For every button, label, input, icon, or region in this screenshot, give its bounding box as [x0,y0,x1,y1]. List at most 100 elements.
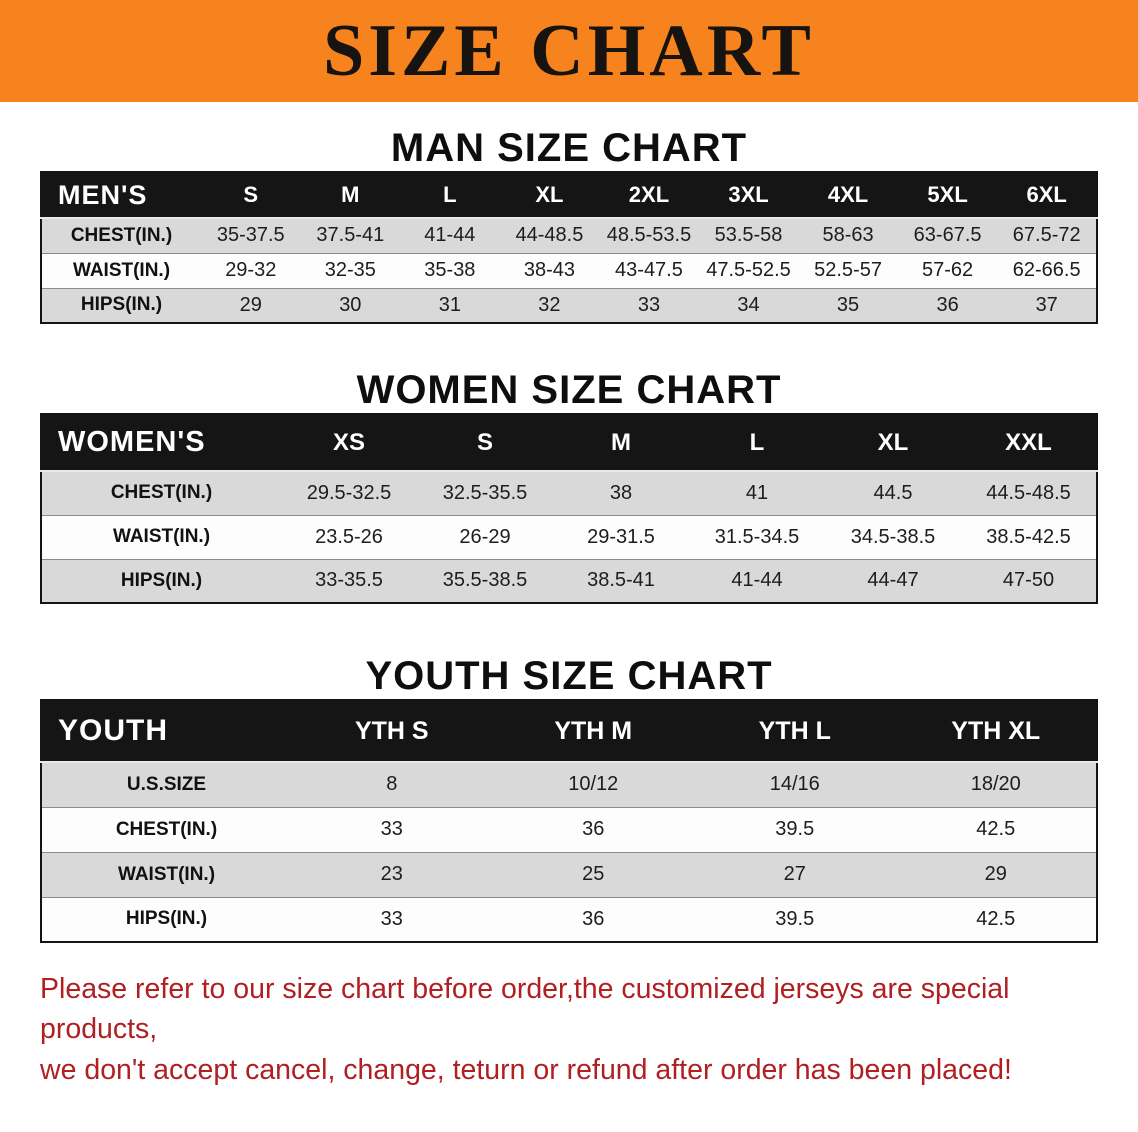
table-cell: 37 [997,287,1097,323]
table-row: CHEST(IN.) 33 36 39.5 42.5 [41,806,1097,852]
table-cell: 31.5-34.5 [689,514,825,559]
row-label: HIPS(IN.) [41,287,201,323]
table-cell: 43-47.5 [599,252,699,288]
table-cell: 33 [291,806,493,852]
table-cell: 18/20 [895,761,1097,807]
women-header-row: WOMEN'S XS S M L XL XXL [41,414,1097,472]
size-column-header: 2XL [599,172,699,219]
row-label: WAIST(IN.) [41,252,201,288]
table-cell: 47.5-52.5 [698,252,799,288]
table-cell: 39.5 [694,806,896,852]
table-cell: 30 [300,287,401,323]
table-cell: 39.5 [694,896,896,942]
table-cell: 23.5-26 [281,514,417,559]
table-cell: 32.5-35.5 [417,470,553,515]
table-cell: 47-50 [961,558,1097,603]
table-cell: 29 [201,287,301,323]
table-cell: 33-35.5 [281,558,417,603]
banner: SIZE CHART [0,0,1138,102]
table-cell: 35-38 [400,252,500,288]
table-cell: 31 [400,287,500,323]
table-cell: 38.5-41 [553,558,689,603]
table-row: HIPS(IN.) 29 30 31 32 33 34 35 36 37 [41,287,1097,323]
men-size-table: MEN'S S M L XL 2XL 3XL 4XL 5XL 6XL CHEST… [40,171,1098,324]
table-cell: 29-32 [201,252,301,288]
table-cell: 42.5 [895,806,1097,852]
table-cell: 41-44 [400,217,500,253]
women-table-title: WOMEN'S [41,414,281,472]
table-cell: 44.5 [825,470,961,515]
men-section-heading: MAN SIZE CHART [390,126,748,170]
table-cell: 36 [492,806,694,852]
size-column-header: L [689,414,825,472]
table-row: U.S.SIZE 8 10/12 14/16 18/20 [41,761,1097,807]
row-label: U.S.SIZE [41,761,291,807]
table-cell: 32-35 [300,252,401,288]
table-cell: 58-63 [798,217,898,253]
size-column-header: XS [281,414,417,472]
men-table-title: MEN'S [41,172,201,219]
table-cell: 36 [492,896,694,942]
women-section-heading: WOMEN SIZE CHART [356,368,782,412]
size-column-header: YTH M [492,700,694,763]
table-cell: 63-67.5 [897,217,998,253]
table-cell: 42.5 [895,896,1097,942]
size-column-header: M [300,172,401,219]
size-column-header: 6XL [997,172,1097,219]
table-cell: 33 [599,287,699,323]
table-row: CHEST(IN.) 29.5-32.5 32.5-35.5 38 41 44.… [41,470,1097,515]
size-column-header: 3XL [698,172,799,219]
table-cell: 32 [499,287,600,323]
youth-header-row: YOUTH YTH S YTH M YTH L YTH XL [41,700,1097,763]
youth-size-table: YOUTH YTH S YTH M YTH L YTH XL U.S.SIZE … [40,699,1098,943]
table-cell: 38 [553,470,689,515]
table-cell: 44-48.5 [499,217,600,253]
table-cell: 35.5-38.5 [417,558,553,603]
men-header-row: MEN'S S M L XL 2XL 3XL 4XL 5XL 6XL [41,172,1097,219]
size-column-header: 5XL [897,172,998,219]
size-column-header: XL [825,414,961,472]
table-cell: 44-47 [825,558,961,603]
row-label: WAIST(IN.) [41,514,281,559]
table-row: CHEST(IN.) 35-37.5 37.5-41 41-44 44-48.5… [41,217,1097,253]
size-column-header: L [400,172,500,219]
table-row: HIPS(IN.) 33-35.5 35.5-38.5 38.5-41 41-4… [41,558,1097,603]
table-cell: 41 [689,470,825,515]
row-label: CHEST(IN.) [41,217,201,253]
table-cell: 62-66.5 [997,252,1097,288]
table-cell: 27 [694,851,896,897]
size-column-header: S [417,414,553,472]
size-column-header: 4XL [798,172,898,219]
table-cell: 10/12 [492,761,694,807]
table-row: HIPS(IN.) 33 36 39.5 42.5 [41,896,1097,942]
size-column-header: YTH L [694,700,896,763]
size-column-header: YTH XL [895,700,1097,763]
row-label: CHEST(IN.) [41,806,291,852]
row-label: WAIST(IN.) [41,851,291,897]
size-column-header: YTH S [291,700,493,763]
table-cell: 44.5-48.5 [961,470,1097,515]
table-cell: 41-44 [689,558,825,603]
table-cell: 57-62 [897,252,998,288]
table-cell: 35 [798,287,898,323]
table-cell: 29.5-32.5 [281,470,417,515]
table-cell: 33 [291,896,493,942]
table-cell: 8 [291,761,493,807]
table-cell: 38-43 [499,252,600,288]
table-cell: 34 [698,287,799,323]
table-row: WAIST(IN.) 29-32 32-35 35-38 38-43 43-47… [41,252,1097,288]
row-label: HIPS(IN.) [41,558,281,603]
table-cell: 48.5-53.5 [599,217,699,253]
table-cell: 34.5-38.5 [825,514,961,559]
table-cell: 25 [492,851,694,897]
size-column-header: XL [499,172,600,219]
table-cell: 37.5-41 [300,217,401,253]
size-column-header: XXL [961,414,1097,472]
table-cell: 67.5-72 [997,217,1097,253]
table-row: WAIST(IN.) 23.5-26 26-29 29-31.5 31.5-34… [41,514,1097,559]
table-cell: 35-37.5 [201,217,301,253]
table-row: WAIST(IN.) 23 25 27 29 [41,851,1097,897]
youth-table-title: YOUTH [41,700,291,763]
table-cell: 36 [897,287,998,323]
